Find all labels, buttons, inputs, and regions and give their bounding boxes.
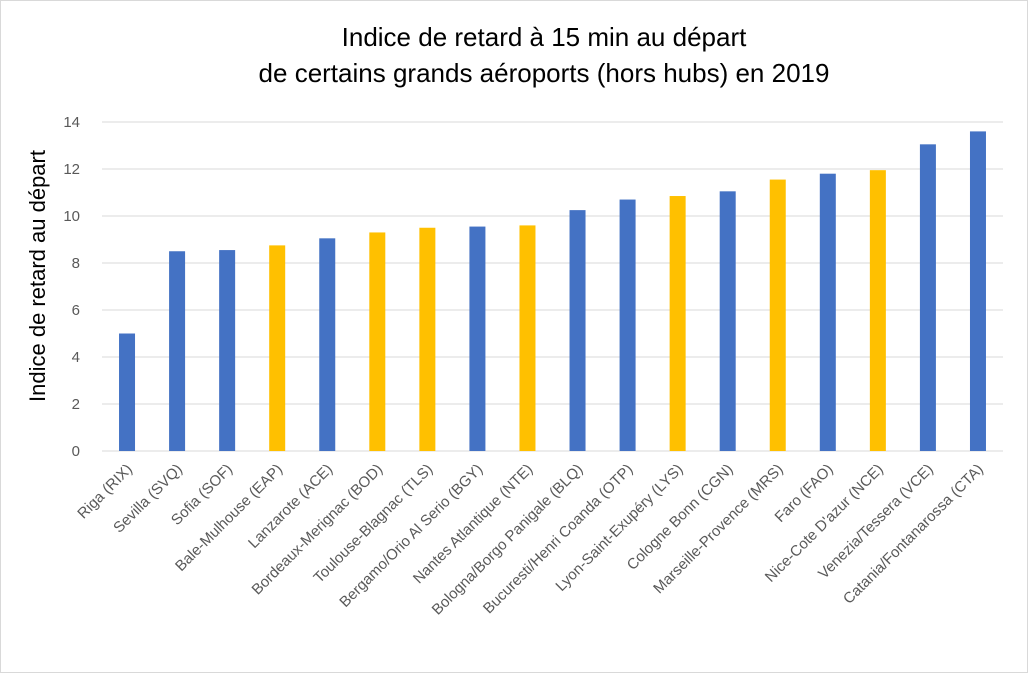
bar — [769, 179, 786, 451]
bar — [669, 196, 686, 451]
bar — [169, 251, 186, 451]
bar — [269, 245, 286, 451]
y-tick-label: 12 — [63, 161, 80, 178]
y-axis-title: Indice de retard au départ — [25, 150, 50, 402]
bar — [119, 333, 136, 451]
bar — [469, 226, 486, 451]
y-tick-label: 14 — [63, 114, 80, 131]
bar — [869, 170, 886, 452]
chart-title-line-1: Indice de retard à 15 min au départ — [341, 22, 747, 52]
y-tick-label: 0 — [72, 443, 80, 460]
y-axis-ticks: 0 2 4 6 8 10 12 14 — [63, 114, 80, 460]
bars — [119, 131, 986, 452]
bar — [519, 225, 536, 451]
bar — [219, 250, 236, 451]
y-tick-label: 4 — [72, 349, 80, 366]
y-tick-label: 6 — [72, 302, 80, 319]
y-tick-label: 10 — [63, 208, 80, 225]
gridlines — [102, 121, 1003, 452]
bar — [619, 199, 636, 451]
bar — [819, 173, 836, 451]
x-category-label: Lanzarote (ACE) — [245, 461, 336, 552]
bar — [419, 227, 436, 451]
y-tick-label: 2 — [72, 396, 80, 413]
bar — [369, 232, 386, 451]
bar — [319, 238, 336, 451]
x-axis-labels: Riga (RIX)Sevilla (SVQ)Sofia (SOF)Bale-M… — [74, 461, 986, 619]
y-tick-label: 8 — [72, 255, 80, 272]
chart-title-line-2: de certains grands aéroports (hors hubs)… — [258, 58, 830, 88]
bar — [569, 210, 586, 451]
bar — [719, 191, 736, 451]
bar — [969, 131, 986, 451]
bar — [919, 144, 936, 451]
